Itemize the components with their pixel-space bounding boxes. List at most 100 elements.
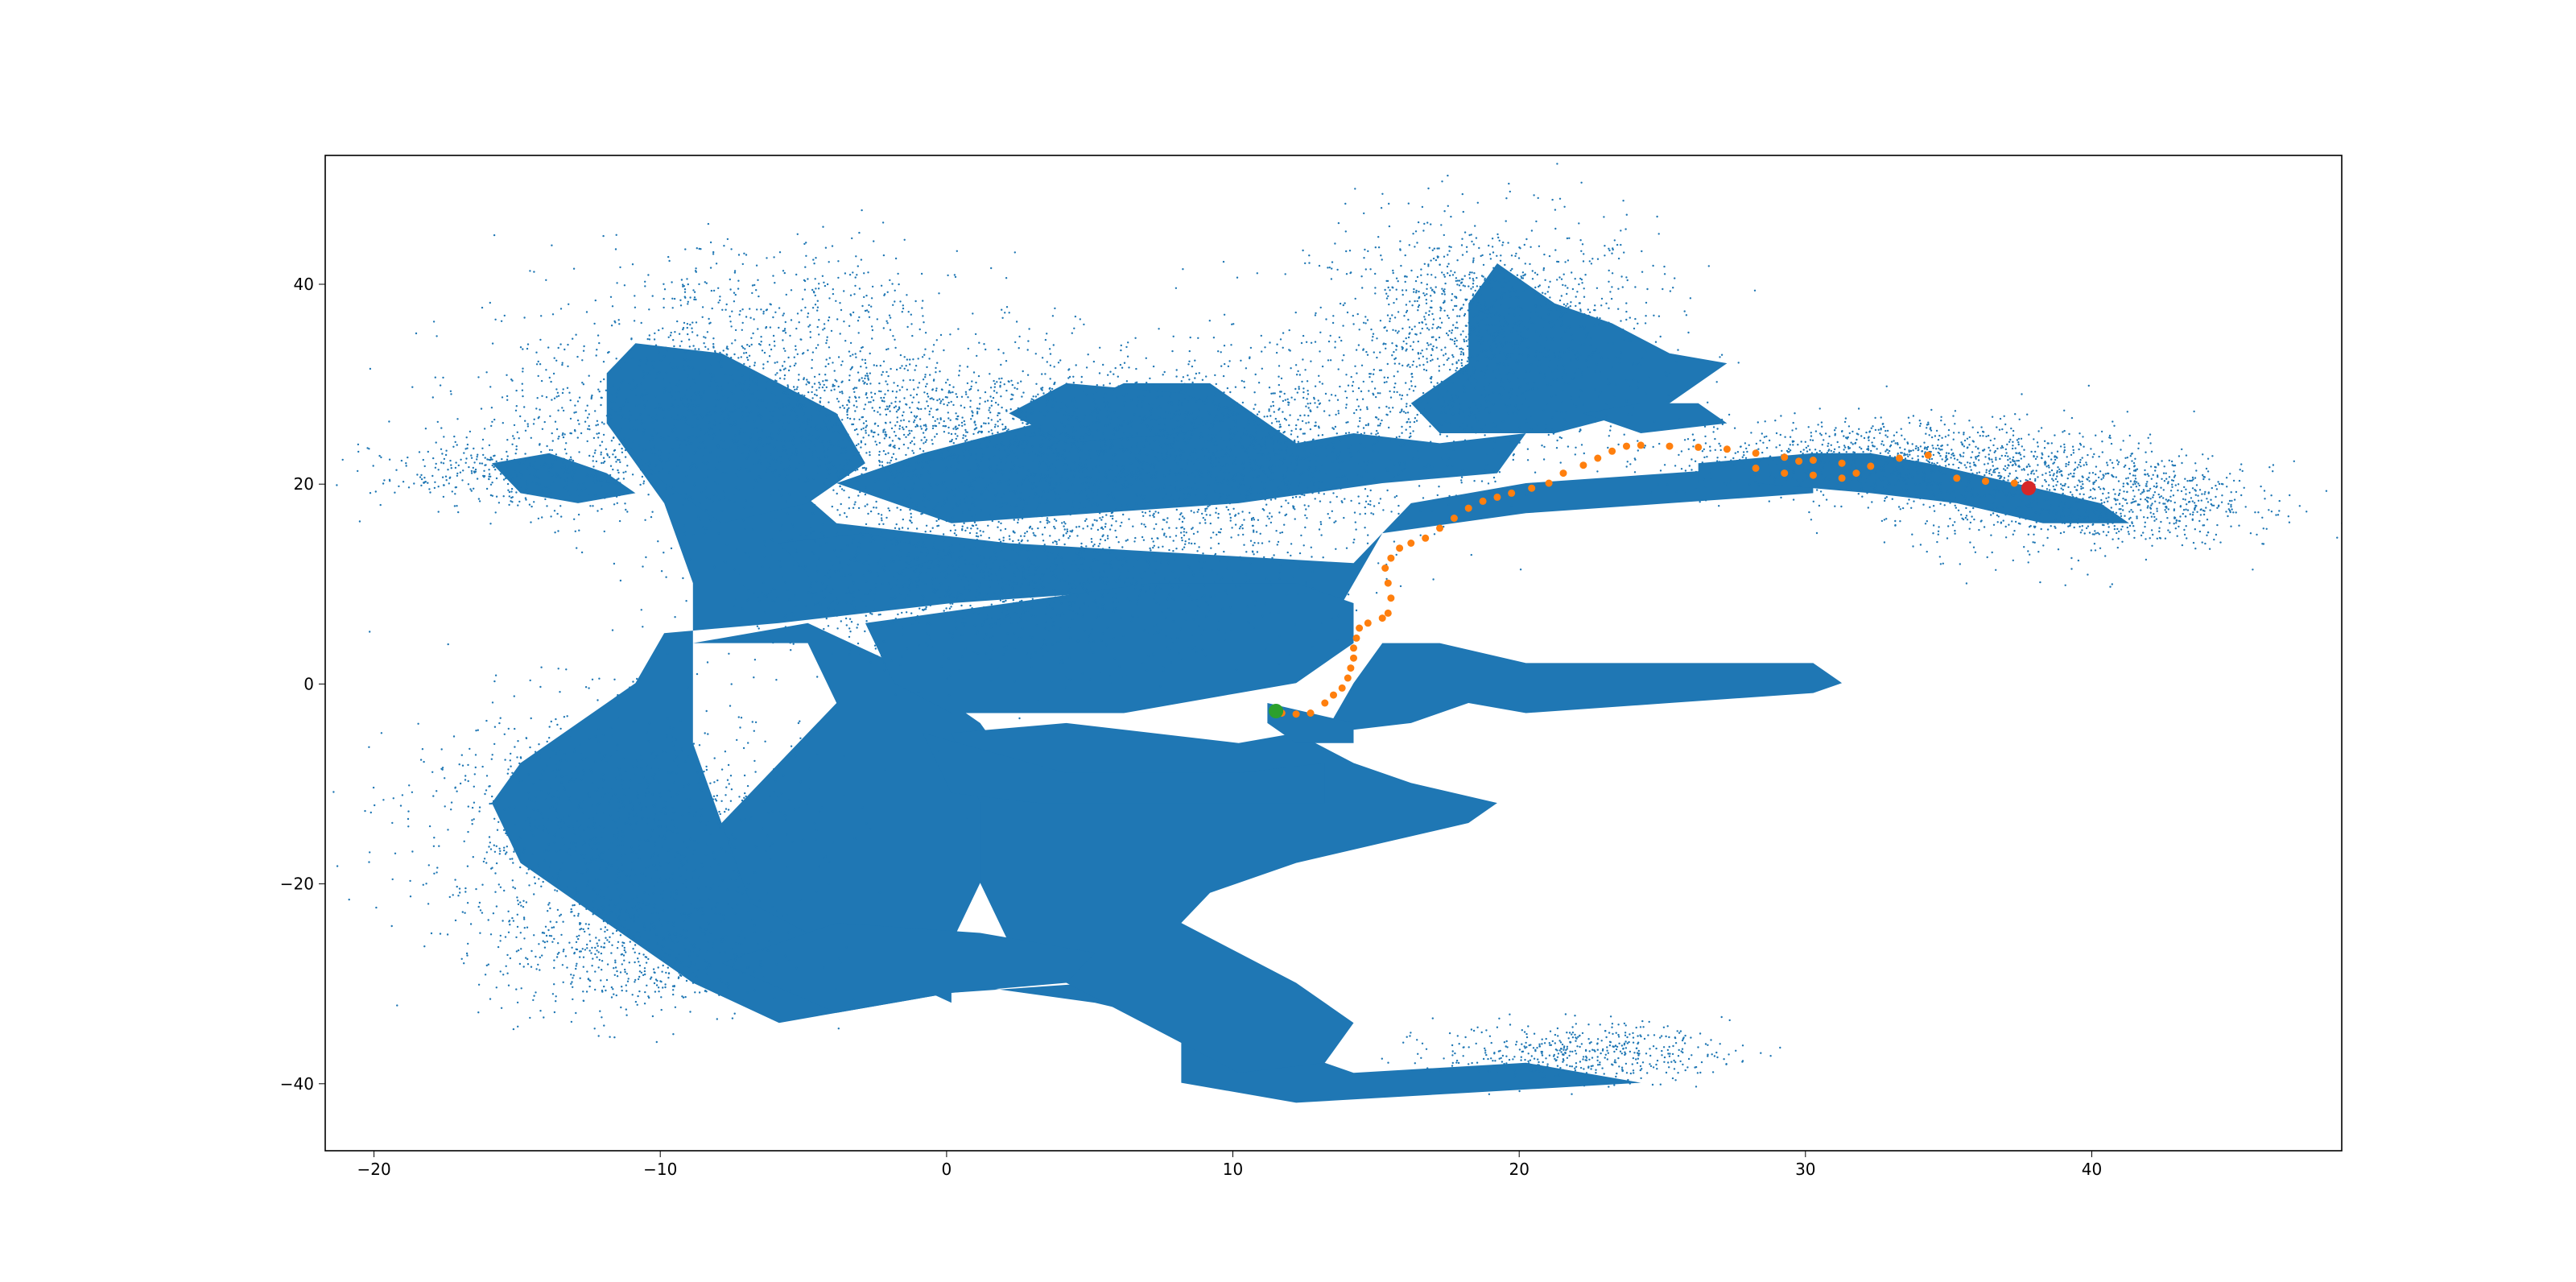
scatter-point: [993, 499, 997, 502]
scatter-point: [926, 366, 928, 369]
scatter-point: [1571, 420, 1574, 422]
scatter-point: [1389, 396, 1393, 399]
scatter-point: [1066, 528, 1068, 531]
scatter-point: [491, 420, 493, 423]
scatter-point: [1625, 379, 1628, 382]
scatter-point: [836, 453, 840, 456]
scatter-point: [1664, 371, 1667, 374]
scatter-point: [1412, 360, 1415, 363]
scatter-point: [835, 466, 837, 469]
scatter-point: [1030, 474, 1032, 476]
scatter-point: [757, 389, 760, 391]
scatter-point: [1068, 451, 1071, 453]
scatter-point: [1385, 381, 1388, 383]
scatter-point: [1535, 220, 1538, 223]
scatter-point: [1530, 428, 1533, 430]
scatter-point: [1517, 407, 1521, 411]
scatter-point: [819, 459, 822, 461]
scatter-point: [1514, 296, 1517, 299]
scatter-point: [590, 474, 592, 477]
scatter-point: [443, 457, 446, 461]
scatter-point: [999, 502, 1002, 505]
scatter-point: [873, 480, 877, 483]
scatter-point: [440, 427, 443, 429]
scatter-point: [1159, 445, 1162, 447]
scatter-point: [594, 482, 597, 484]
scatter-point: [695, 405, 697, 407]
scatter-point: [1459, 347, 1461, 350]
scatter-point: [1480, 308, 1483, 311]
map-region: [1698, 453, 2129, 523]
scatter-point: [971, 414, 974, 417]
scatter-point: [654, 407, 656, 409]
scatter-point: [1048, 391, 1051, 394]
scatter-point: [1579, 368, 1581, 370]
scatter-point: [675, 428, 677, 430]
scatter-point: [976, 432, 980, 434]
scatter-point: [1618, 358, 1620, 360]
scatter-point: [729, 320, 732, 323]
scatter-point: [1131, 398, 1134, 400]
scatter-point: [687, 374, 690, 378]
scatter-point: [1583, 452, 1586, 455]
scatter-point: [691, 442, 693, 445]
scatter-point: [817, 457, 819, 459]
scatter-point: [1596, 258, 1600, 260]
scatter-point: [976, 354, 978, 358]
scatter-point: [1188, 349, 1191, 353]
scatter-point: [915, 393, 919, 396]
scatter-point: [1524, 263, 1527, 265]
scatter-point: [374, 490, 377, 493]
scatter-point: [789, 414, 791, 416]
scatter-point: [654, 481, 658, 484]
scatter-point: [601, 396, 603, 399]
scatter-point: [1146, 462, 1149, 465]
scatter-point: [743, 432, 746, 434]
scatter-point: [902, 475, 904, 478]
scatter-point: [1060, 421, 1063, 424]
scatter-point: [1008, 312, 1010, 314]
scatter-point: [506, 399, 509, 401]
scatter-point: [1488, 244, 1490, 247]
scatter-point: [882, 396, 886, 399]
scatter-point: [502, 422, 504, 424]
scatter-point: [495, 460, 497, 463]
scatter-point: [991, 432, 994, 435]
scatter-point: [1472, 325, 1475, 328]
scatter-point: [963, 420, 966, 423]
scatter-point: [601, 421, 604, 424]
scatter-point: [964, 440, 967, 442]
scatter-point: [1448, 246, 1451, 248]
scatter-point: [898, 437, 900, 440]
scatter-point: [562, 409, 565, 412]
scatter-point: [506, 450, 508, 453]
scatter-point: [639, 359, 642, 362]
scatter-point: [603, 460, 606, 463]
scatter-point: [1488, 333, 1490, 335]
scatter-point: [1613, 395, 1616, 397]
scatter-point: [697, 391, 700, 394]
scatter-point: [1517, 296, 1520, 299]
scatter-point: [1613, 239, 1616, 242]
scatter-point: [1122, 420, 1125, 423]
scatter-point: [1091, 411, 1094, 414]
scatter-point: [1092, 523, 1094, 526]
scatter-point: [865, 309, 869, 312]
scatter-point: [906, 496, 909, 498]
scatter-point: [572, 468, 574, 471]
scatter-point: [494, 511, 497, 514]
scatter-point: [683, 394, 687, 396]
scatter-point: [575, 469, 577, 471]
scatter-point: [707, 475, 709, 478]
scatter-point: [1392, 329, 1394, 331]
scatter-point: [1500, 254, 1502, 257]
scatter-point: [1071, 399, 1074, 402]
scatter-point: [882, 429, 885, 432]
scatter-point: [1156, 407, 1158, 410]
scatter-point: [515, 482, 518, 485]
scatter-point: [1302, 457, 1306, 460]
scatter-point: [1575, 405, 1578, 407]
scatter-point: [1604, 254, 1606, 257]
scatter-point: [457, 511, 460, 514]
scatter-point: [783, 389, 786, 392]
